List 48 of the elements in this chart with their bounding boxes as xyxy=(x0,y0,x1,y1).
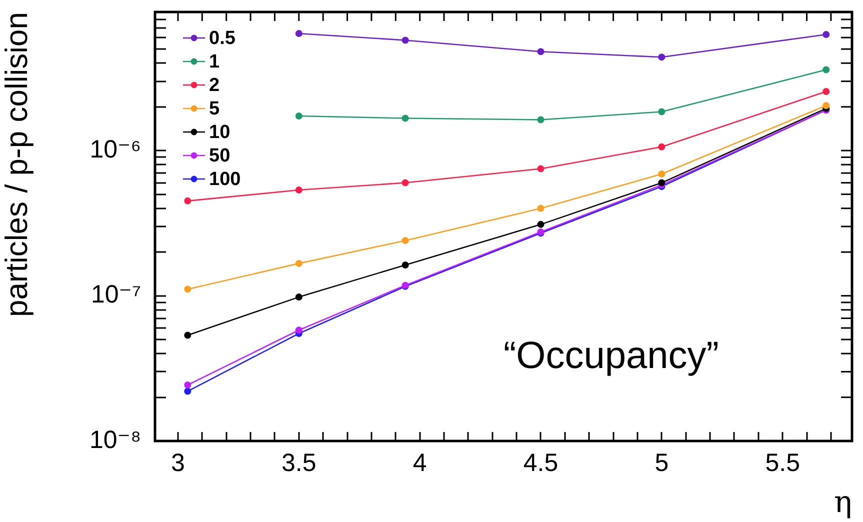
legend-label: 0.5 xyxy=(209,28,236,50)
point xyxy=(184,197,192,204)
x-tick-label: 5 xyxy=(654,448,669,477)
point xyxy=(295,186,302,194)
point xyxy=(658,54,666,61)
x-tick-label: 5.5 xyxy=(765,448,800,477)
y-tick-label: 10⁻⁶ xyxy=(90,135,141,164)
point xyxy=(295,260,302,267)
y-axis-title: particles / p-p collision xyxy=(0,12,34,317)
point xyxy=(402,261,409,268)
x-tick-label: 4.5 xyxy=(523,448,558,477)
legend-label: 10 xyxy=(209,122,230,144)
point xyxy=(184,332,192,339)
point xyxy=(184,382,192,389)
point xyxy=(537,204,544,212)
point xyxy=(537,48,544,56)
point xyxy=(822,88,830,96)
point xyxy=(658,170,666,178)
legend-label: 50 xyxy=(209,146,230,167)
point xyxy=(184,286,192,293)
point xyxy=(822,66,830,74)
point xyxy=(658,108,666,116)
point xyxy=(537,116,544,124)
point xyxy=(402,114,409,122)
point xyxy=(295,294,302,301)
legend-label: 5 xyxy=(209,98,220,120)
point xyxy=(402,36,409,44)
x-tick-label: 3.5 xyxy=(282,448,316,477)
legend-label: 1 xyxy=(209,52,220,73)
annotation: “Occupancy” xyxy=(504,335,719,378)
y-tick-label: 10⁻⁷ xyxy=(90,280,141,309)
x-tick-label: 4 xyxy=(412,448,427,477)
point xyxy=(184,388,192,395)
point xyxy=(402,237,409,244)
point xyxy=(537,220,544,228)
point xyxy=(822,102,830,110)
y-tick-label: 10⁻⁸ xyxy=(89,426,141,454)
point xyxy=(295,326,302,334)
legend-label: 2 xyxy=(209,75,220,96)
point xyxy=(295,30,302,37)
x-axis-title: η xyxy=(834,484,852,520)
point xyxy=(822,30,830,38)
point xyxy=(295,112,302,120)
legend-label: 100 xyxy=(209,169,241,190)
point xyxy=(658,143,666,150)
x-tick-label: 3 xyxy=(171,448,185,477)
point xyxy=(537,165,544,172)
point xyxy=(402,179,409,186)
